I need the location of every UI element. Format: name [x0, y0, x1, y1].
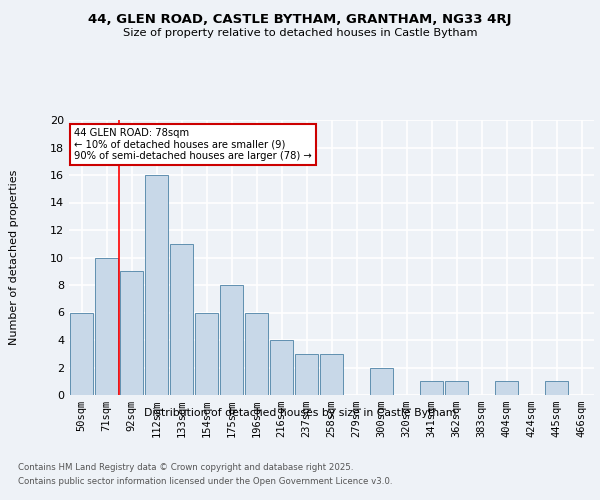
- Text: 44 GLEN ROAD: 78sqm
← 10% of detached houses are smaller (9)
90% of semi-detache: 44 GLEN ROAD: 78sqm ← 10% of detached ho…: [74, 128, 312, 162]
- Bar: [295, 354, 319, 395]
- Bar: [545, 381, 568, 395]
- Bar: [145, 175, 169, 395]
- Bar: [220, 285, 244, 395]
- Bar: [445, 381, 469, 395]
- Text: Distribution of detached houses by size in Castle Bytham: Distribution of detached houses by size …: [144, 408, 456, 418]
- Bar: [95, 258, 118, 395]
- Text: Contains HM Land Registry data © Crown copyright and database right 2025.: Contains HM Land Registry data © Crown c…: [18, 462, 353, 471]
- Text: Size of property relative to detached houses in Castle Bytham: Size of property relative to detached ho…: [123, 28, 477, 38]
- Bar: [320, 354, 343, 395]
- Bar: [194, 312, 218, 395]
- Bar: [370, 368, 394, 395]
- Text: Contains public sector information licensed under the Open Government Licence v3: Contains public sector information licen…: [18, 478, 392, 486]
- Bar: [70, 312, 94, 395]
- Bar: [269, 340, 293, 395]
- Bar: [245, 312, 268, 395]
- Y-axis label: Number of detached properties: Number of detached properties: [9, 170, 19, 345]
- Bar: [419, 381, 443, 395]
- Bar: [119, 271, 143, 395]
- Bar: [494, 381, 518, 395]
- Text: 44, GLEN ROAD, CASTLE BYTHAM, GRANTHAM, NG33 4RJ: 44, GLEN ROAD, CASTLE BYTHAM, GRANTHAM, …: [88, 12, 512, 26]
- Bar: [170, 244, 193, 395]
